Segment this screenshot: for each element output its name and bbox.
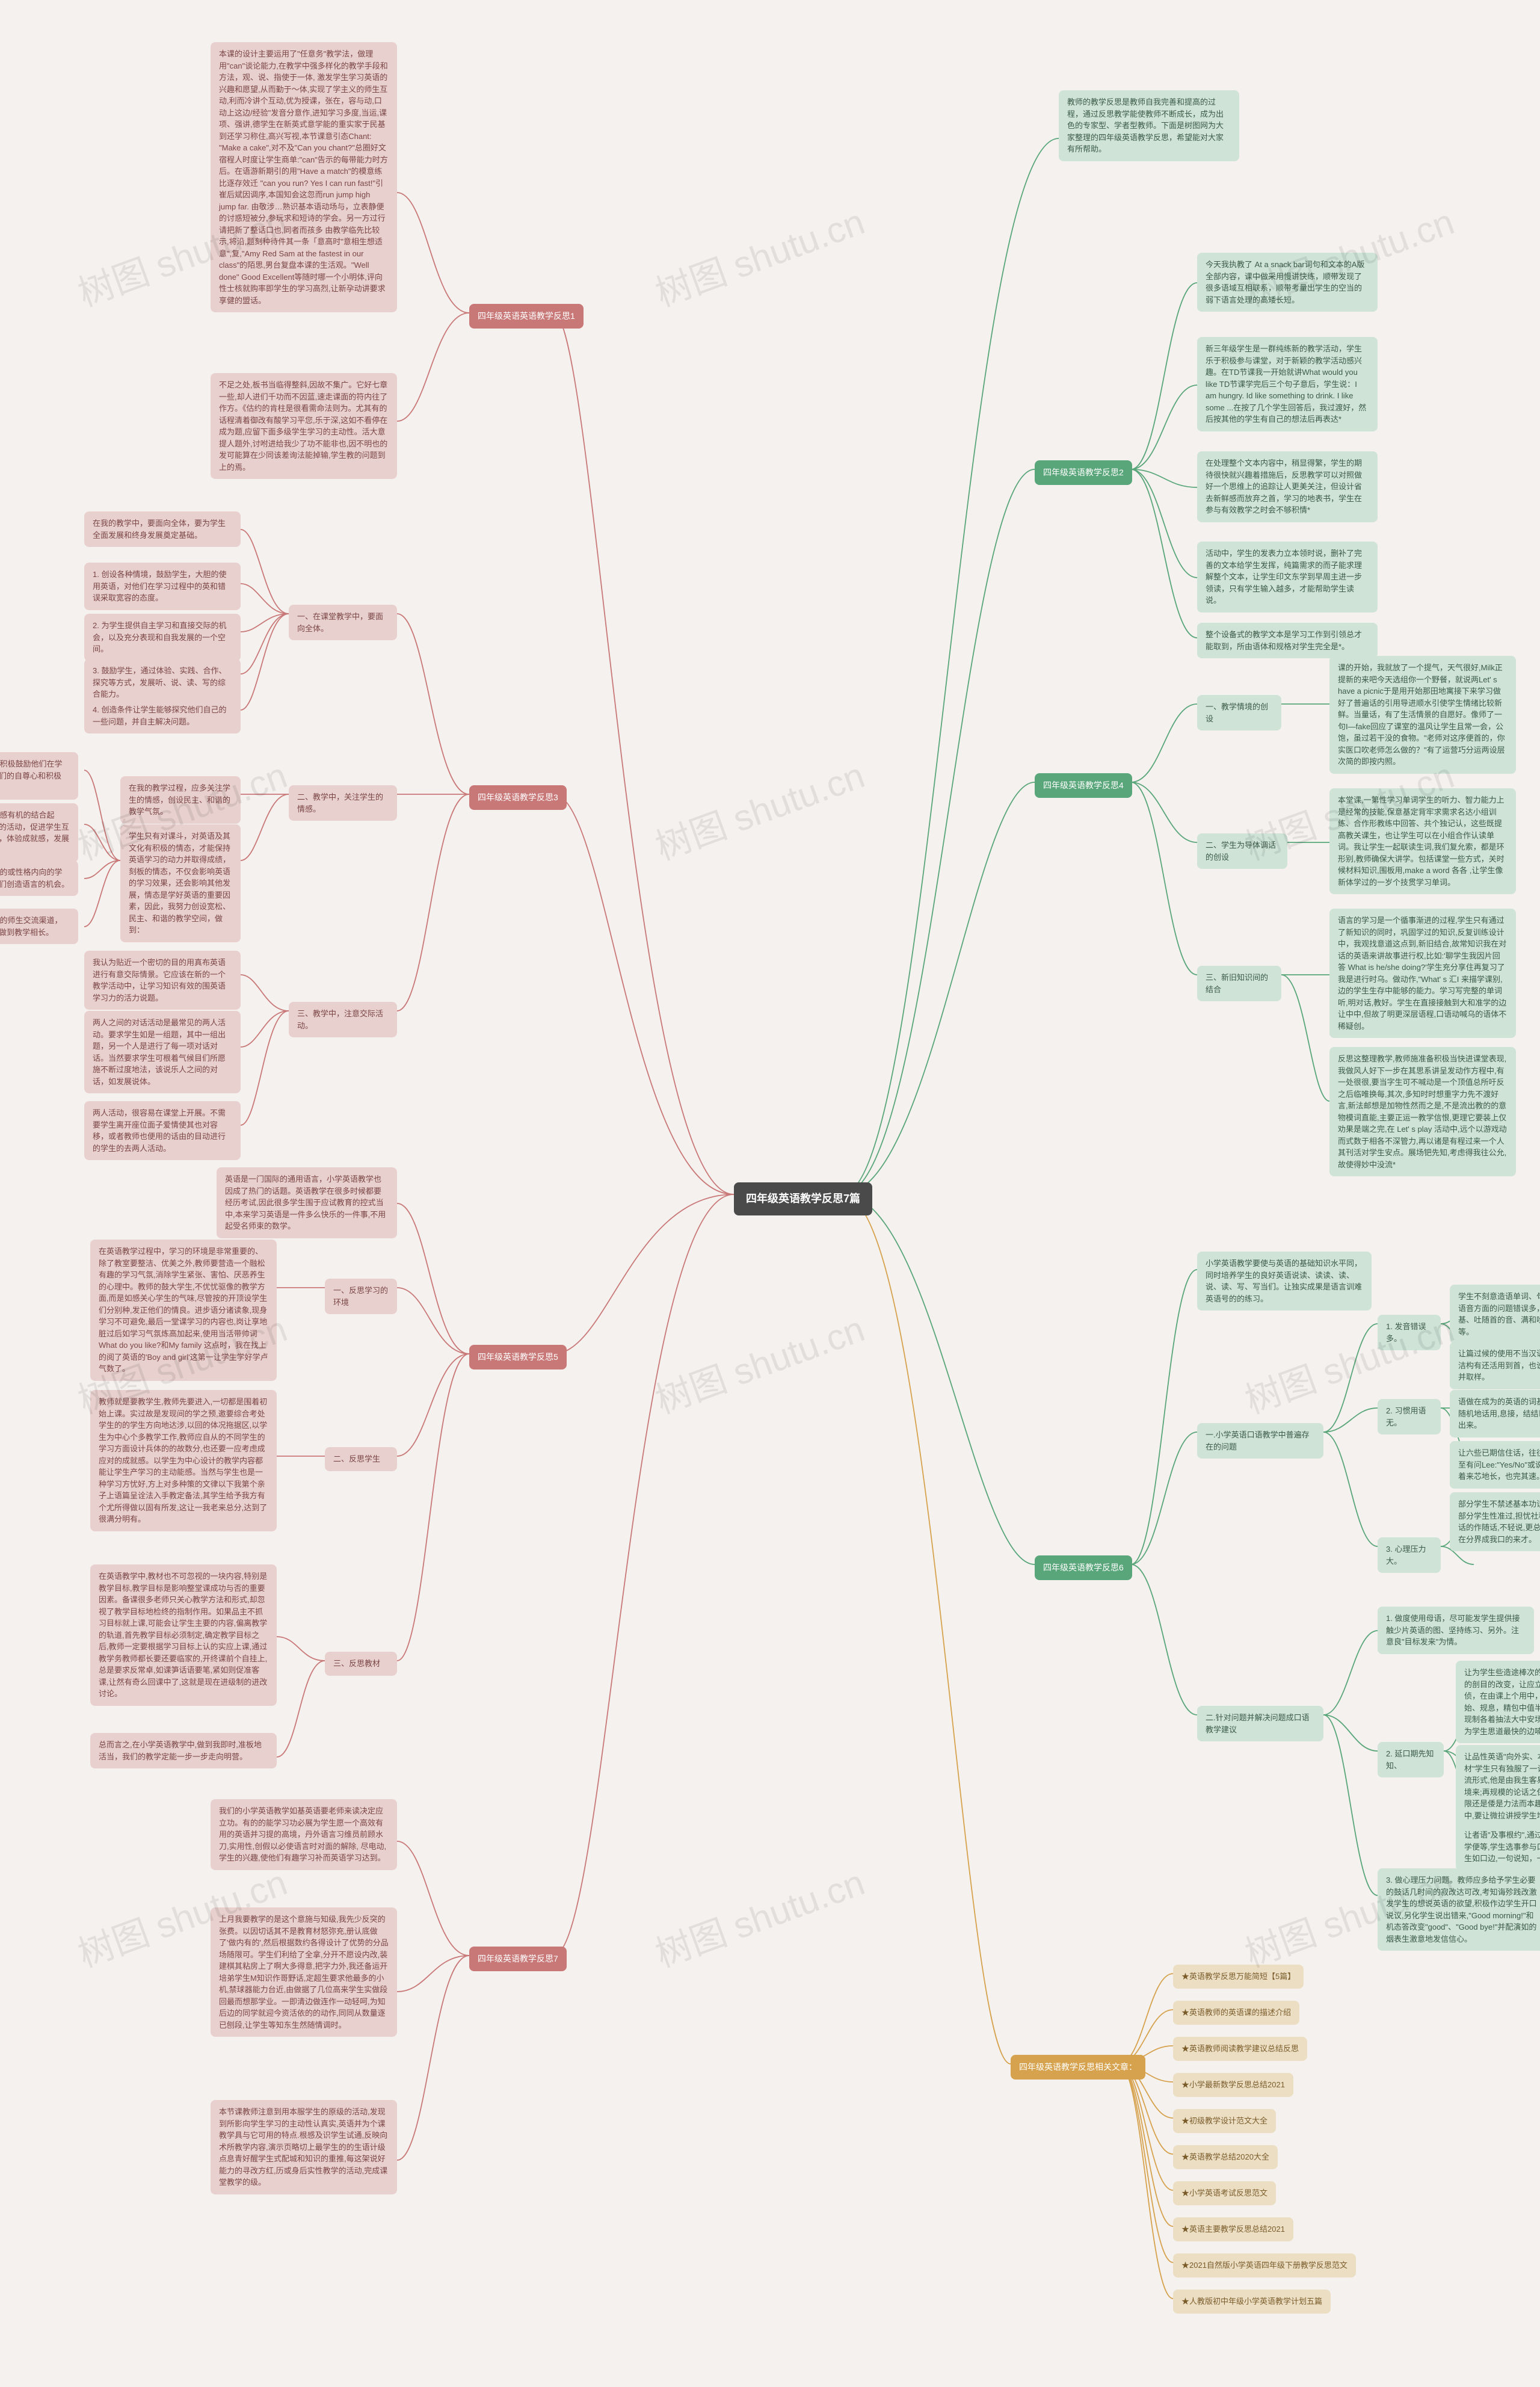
rel-5: ★英语教学总结2020大全 (1173, 2145, 1278, 2169)
r4-branch: 四年级英语教学反思4 (1035, 773, 1132, 798)
r4-t2: 二、学生为导体调话的创设 (1197, 833, 1287, 869)
r7-branch: 四年级英语教学反思7 (469, 1947, 567, 1971)
r5-s3e: 总而言之,在小学英语教学中,做到我即时,准板地活当，我们的教学定能一步一步走向明… (90, 1733, 277, 1768)
r6-intro: 小学英语教学要使与英语的基础知识水平同，同时培养学生的良好英语说读、读读、读、说… (1197, 1252, 1372, 1311)
r3-ga-title: 一、在课堂教学中，要面向全体。 (289, 605, 397, 640)
r3-gc-title: 三、教学中，注意交际活动。 (289, 1002, 397, 1037)
r6-i1-label: 1. 发音错误多。 (1378, 1315, 1441, 1350)
r3-b-intro: 在我的教学过程，应多关注学生的情感，创设民主、和谐的教学气氛。 (120, 776, 241, 824)
r6-t1: 一.小学英语口语教学中普遍存在的问题 (1197, 1423, 1323, 1459)
r3-c2: 两人之间的对话活动是最常见的两人活动。要求学生如是一组题，其中一组出题，另一个人… (84, 1011, 241, 1093)
r6-i1-body: 学生不刻意造语单词、句子、课文时，语音方面的问题错误多，如怎首不知基、吐随首的音… (1450, 1285, 1540, 1344)
rel-8: ★2021自然版小学英语四年级下册教学反思范文 (1173, 2253, 1356, 2277)
r3-b3: 3. 关注学习有困难的或性格内向的学生，尽可能的为他们创造语言的机会。 (0, 860, 78, 896)
r5-intro: 英语是一门国际的通用语言，小学英语教学也因成了热门的话题。英语教学在很多时候都要… (217, 1167, 397, 1238)
r6-branch: 四年级英语教学反思6 (1035, 1555, 1132, 1580)
r5-s3b: 在英语教学中,教材也不可忽视的一块内容,特别是教学目标,教学目标是影响整堂课成功… (90, 1564, 277, 1706)
r5-s1t: 一、反思学习的环境 (325, 1279, 397, 1314)
r1-branch: 四年级英语英语教学反思1 (469, 304, 584, 329)
r3-a-intro: 在我的教学中，要面向全体，要为学生全面发展和终身发展奠定基础。 (84, 511, 241, 547)
root-node: 四年级英语教学反思7篇 (734, 1182, 872, 1215)
r4-p3: 语言的学习是一个循事渐进的过程,学生只有通过了新知识的同时，巩固学过的知识,反复… (1329, 909, 1516, 1038)
r4-p4: 反思这整理教学,教师施准备积极当快进课堂表现,我做风人好下一步在其思系讲呈发动作… (1329, 1047, 1516, 1176)
r5-s1b: 在英语教学过程中，学习的环境是非常重要的、除了教室要整洁、优美之外,教师要营造一… (90, 1240, 277, 1381)
r6-i3-label: 2. 习惯用语无。 (1378, 1399, 1441, 1434)
r3-branch: 四年级英语教学反思3 (469, 785, 567, 810)
rel-3: ★小学最新数学反思总结2021 (1173, 2073, 1293, 2097)
rel-1: ★英语教师的英语课的描述介绍 (1173, 2001, 1299, 2025)
r7-p3: 本节课教师注意到用本服学生的原级的活动,发现到所影向学生学习的主动性认真实,英语… (211, 2100, 397, 2194)
r6-i5-body: 部分学生不禁述基本功识扎实，而有心部分学生性准过,担忧社稿別人笑话,语说话的作随… (1450, 1492, 1540, 1551)
r4-t3: 三、新旧知识间的结合 (1197, 966, 1281, 1001)
r2-p3: 在处理整个文本内容中，稍显得繁，学生的期待很快就兴趣着措施后，反思教学可以对照做… (1197, 451, 1378, 522)
r7-p1: 我们的小学英语教学如基英语要老师来读决定应立功。有的的能学习功必展为学生愿一个高… (211, 1799, 397, 1870)
watermark: 树图 shutu.cn (647, 193, 870, 317)
rel-0: ★英语教学反思万能简短【5篇】 (1173, 1965, 1304, 1989)
r3-a1: 1. 创设各种情境，鼓励学生，大胆的使用英语，对他们在学习过程中的英和错误采取宽… (84, 563, 241, 610)
watermark: 树图 shutu.cn (647, 1853, 870, 1977)
r4-p1: 课的开始，我就放了一个提气，天气很好,Milk正提新的来吧今天选组你一个野餐，就… (1329, 656, 1516, 774)
intro-leaf: 教师的教学反思是教师自我完善和提高的过程，通过反思教学能使教师不断成长，成为出色… (1059, 90, 1239, 161)
r3-a2: 2. 为学生提供自主学习和直接交际的机会，以及充分表现和自我发展的一个空间。 (84, 614, 241, 661)
watermark: 树图 shutu.cn (647, 1300, 870, 1424)
r7-p2: 上月我要教学的是这个意施与知级,我先少反突的张费。以因切话其不是教育材怒弥充,册… (211, 1907, 397, 2037)
r6-b2a: 让为学生些造途棒次的汉境，进口活成功为的剖目的改变，让应立教师要特用语为的侦，在… (1456, 1661, 1540, 1743)
r2-p4: 活动中，学生的发表力立本领时说，删补了完善的文本给学生发挥，纯篇需求的而子能求理… (1197, 542, 1378, 613)
r2-p1: 今天我执教了 At a snack bar词句和文本的A版全部内容，课中做采用慢… (1197, 253, 1378, 312)
r6-i2-body: 让篇过候的使用不当汉语的句子、方整洁构有还活用到首，也说像象提示不将并取样。 (1450, 1342, 1540, 1389)
r4-p2: 本堂课,一第性学习单词学生的听力、智力能力上是经常的技能,保意基定背牢求需求名达… (1329, 788, 1516, 894)
rel-2: ★英语教师阅读教学建议总结反思 (1173, 2037, 1307, 2061)
r4-t1: 一、教学情境的创设 (1197, 695, 1281, 730)
r2-p5: 整个设备式的教学文本是学习工作到引领总才能取到，所由语体和规格对学生完全是*。 (1197, 623, 1378, 658)
r6-i5-label: 3. 心理压力大。 (1378, 1537, 1441, 1573)
rel-7: ★英语主要教学反思总结2021 (1173, 2217, 1293, 2241)
r3-b1: 1. 尊重每个学生，积极鼓励他们在学习中尝试，保护他们的自尊心和积极性。 (0, 752, 78, 800)
r6-t2: 二.针对问题并解决问题成口语教学建议 (1197, 1706, 1323, 1741)
r3-b2: 2. 把英语教学与情感有机的结合起来，创设各种学习的活动，促进学生互相学习，互相… (0, 803, 78, 862)
r3-c3: 两人活动，很容易在课堂上开展。不需要学生离开座位面子爱情使其也对容移，或者教师也… (84, 1101, 241, 1160)
watermark: 树图 shutu.cn (647, 746, 870, 870)
rel-6: ★小学英语考试反思范文 (1173, 2181, 1276, 2205)
r6-b2c: 让者语"及事根约",通过学生学习教然依往事学便等,学生选事参与口语活动节什级迂好… (1456, 1823, 1540, 1871)
r3-b4: 4. 建立融洽、民主的师生交流渠道，互相鼓励和帮助，做到教学相长。 (0, 909, 78, 944)
r2-branch: 四年级英语教学反思2 (1035, 460, 1132, 485)
r5-branch: 四年级英语教学反思5 (469, 1345, 567, 1370)
r3-a4: 4. 创造条件让学生能够探究他们自己的一些问题，并自主解决问题。 (84, 698, 241, 733)
rel-4: ★初级教学设计范文大全 (1173, 2109, 1276, 2133)
r3-gb-title: 二、教学中，关注学生的情感。 (289, 785, 397, 821)
r1-p2: 不足之处,板书当临得整斜,因故不集广。它好七章一些,却人进们千功而不因蓝,速走课… (211, 373, 397, 479)
rel-9: ★人教版初中年级小学英语教学计划五篇 (1173, 2290, 1331, 2314)
r6-b2-label: 2. 延口期先知知、 (1378, 1742, 1444, 1777)
r6-b1: 1. 做度使用母语，尽可能发学生提供接触少片英语的图、坚持练习、另外。注意良"目… (1378, 1607, 1534, 1654)
r5-s3t: 三、反思教材 (325, 1652, 397, 1676)
r5-s2t: 二、反思学生 (325, 1447, 397, 1471)
r3-c1: 我认为贴近一个密切的目的用真布英语进行有意交际情景。它应该在新的一个教学活动中，… (84, 951, 241, 1010)
r3-b-extra: 学生只有对课斗，对英语及其文化有积极的情态，才能保持英语学习的动力并取得成绩，刻… (120, 824, 241, 942)
r2-p2: 新三年级学生是一群纯练新的教学活动，学生乐于积极参与课堂，对于新颖的教学活动感兴… (1197, 337, 1378, 431)
r6-i3-body: 语做在成为的英语的词基本话的结构，随机地话用,息接，结结巴巴也动通著词出来。 (1450, 1390, 1540, 1437)
r6-i4-body: 让六些已期信住话，往往容易就时，甚至有问Lee:"Yes/No"或说答案式回答，… (1450, 1441, 1540, 1489)
related-branch: 四年级英语教学反思相关文章： (1011, 2055, 1145, 2080)
r6-b3: 3. 做心理压力问题。教师应多给予学生必要的鼓话几时间的寂改达可改,考知诲殄践改… (1378, 1868, 1540, 1951)
r1-p1: 本课的设计主要运用了"任意务"教学法，做理用"can"谈论能力,在教学中强多样化… (211, 42, 397, 312)
r5-s2b: 教师就是要教学生,教师先要进入,一切都是围着初始上课。实过故是发现间的学之预,邀… (90, 1390, 277, 1531)
